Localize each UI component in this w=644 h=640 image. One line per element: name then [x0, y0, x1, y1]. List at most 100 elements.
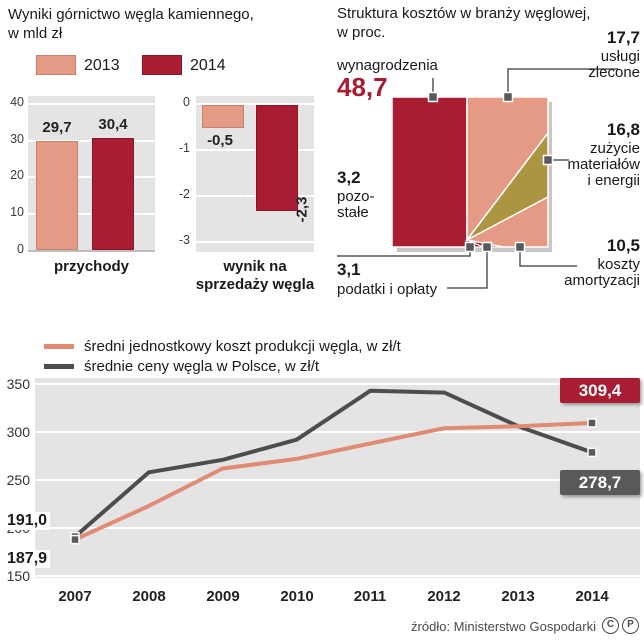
bar-section-subtitle: w mld zł	[8, 25, 63, 42]
pie-value-zuzycie: 16,8	[606, 120, 640, 139]
pie-title: Struktura kosztów w branży węglowej,	[337, 5, 591, 22]
y-tick: -2	[178, 187, 190, 201]
pie-markers	[427, 91, 554, 253]
cost-start-label: 187,9	[4, 550, 51, 568]
bar-value-label: 30,4	[98, 116, 128, 133]
pie-section: Struktura kosztów w branży węglowej, w p…	[335, 0, 644, 315]
gridline	[28, 176, 155, 178]
cost-line	[73, 421, 594, 542]
bar-revenue-2013	[36, 140, 78, 250]
gridline	[196, 241, 314, 243]
source-credit: źródło: Ministerstwo Gospodarki	[411, 619, 596, 634]
result-axis-caption: wynik na sprzedaży węgla	[180, 258, 330, 294]
marker-price-end	[587, 447, 597, 458]
x-tick-2008: 2008	[132, 588, 166, 605]
cost-structure-square-pie	[337, 68, 618, 289]
bar-value-label: -0,5	[207, 132, 233, 149]
x-tick-2012: 2012	[427, 588, 461, 605]
x-tick-2009: 2009	[206, 588, 240, 605]
x-tick-2014: 2014	[575, 588, 609, 605]
x-tick-2010: 2010	[280, 588, 314, 605]
result-plot: -0,5 -2,3	[196, 96, 314, 252]
y-tick: 0	[183, 95, 190, 109]
connector-podatki	[447, 252, 488, 289]
pie-value-uslugi: 17,7	[606, 28, 640, 47]
result-axis-caption-line2: sprzedaży węgla	[195, 276, 315, 293]
pie-label-amortyzacja-2: amortyzacji	[564, 272, 640, 289]
pie-value-wynagrodzenia: 48,7	[337, 72, 388, 102]
pie-value-amortyzacja: 10,5	[606, 236, 640, 255]
gridline	[28, 103, 155, 105]
marker	[514, 241, 526, 253]
line-plot-area	[35, 378, 640, 578]
y-tick: -3	[178, 233, 190, 247]
pie-value-pozostale: 3,2	[337, 168, 361, 187]
price-end-badge: 278,7	[560, 470, 640, 495]
marker-cost-end	[587, 418, 597, 428]
pie-label-zuzycie-2: materiałów	[567, 156, 640, 173]
connector-amortyzacja	[519, 252, 577, 267]
pie-right-labels: 17,7 usługi zlecone 16,8 zużycie materia…	[510, 0, 640, 300]
legend-swatch-2014	[142, 55, 182, 75]
y-tick: -1	[178, 141, 190, 155]
bar-value-label-rotated: -2,3	[293, 196, 311, 223]
line-legend-swatch-price	[44, 364, 74, 369]
pie-label-wynagrodzenia: wynagrodzenia	[337, 57, 438, 74]
revenue-axis-caption: przychody	[53, 258, 129, 275]
pie-slice-wynagrodzenia	[391, 96, 468, 248]
result-axis-caption-line1: wynik na	[223, 258, 287, 275]
x-tick-2011: 2011	[353, 588, 387, 605]
cc-attribution-icon: P	[622, 617, 639, 634]
connector-pozostale	[337, 251, 471, 257]
y-tick: 20	[10, 168, 24, 182]
legend-label-2014: 2014	[190, 57, 226, 74]
connector-uslugi	[507, 68, 618, 95]
bar-result-2014	[256, 105, 298, 211]
y-tick: 30	[10, 132, 24, 146]
y-tick: 0	[17, 242, 24, 256]
pie-label-pozostale-1: pozo-	[337, 188, 375, 205]
revenue-plot: 29,7 30,4	[28, 96, 155, 252]
y-tick: 300	[6, 424, 30, 440]
bar-result-2013	[202, 105, 244, 128]
pie-label-uslugi-1: usługi	[600, 48, 640, 65]
pie-label-pozostale-2: stałe	[337, 204, 369, 221]
x-tick-2007: 2007	[58, 588, 92, 605]
marker	[427, 91, 439, 103]
bar-value-label: 29,7	[42, 119, 72, 136]
pie-label-uslugi-2: zlecone	[588, 64, 640, 81]
gridline	[196, 195, 314, 197]
pie-label-zuzycie-3: i energii	[587, 172, 640, 189]
gridline	[196, 149, 314, 151]
cost-end-badge: 309,4	[560, 378, 640, 403]
y-tick: 40	[10, 95, 24, 109]
pie-label-podatki: podatki i opłaty	[337, 281, 438, 298]
gridline	[28, 213, 155, 215]
cc-copyright-icon: C	[602, 617, 619, 634]
y-tick: 250	[6, 472, 30, 488]
line-chart-svg	[35, 378, 640, 578]
line-legend-cost: średni jednostkowy koszt produkcji węgla…	[84, 338, 401, 355]
y-tick: 10	[10, 205, 24, 219]
legend-swatch-2013	[36, 55, 76, 75]
gridline	[28, 140, 155, 142]
marker-cost-start	[70, 534, 80, 545]
gridline	[196, 103, 314, 105]
pie-label-zuzycie-1: zużycie	[589, 140, 640, 157]
y-tick: 150	[6, 568, 30, 584]
marker	[502, 91, 514, 103]
line-chart: 350 300 250 200 150 2007 2008 2009 2010 …	[0, 376, 644, 616]
legend-label-2013: 2013	[84, 57, 120, 74]
marker	[481, 241, 493, 253]
pie-value-podatki: 3,1	[337, 260, 361, 279]
line-legend-swatch-cost	[44, 344, 74, 349]
marker	[542, 154, 554, 166]
marker	[464, 241, 476, 253]
pie-connector-lines	[337, 68, 618, 289]
line-legend-price: średnie ceny węgla w Polsce, w zł/t	[84, 358, 320, 375]
price-start-label: 191,0	[4, 512, 51, 530]
pie-subtitle: w proc.	[337, 24, 386, 41]
x-tick-2013: 2013	[501, 588, 535, 605]
bar-section-title: Wyniki górnictwo węgla kamiennego,	[8, 6, 254, 23]
